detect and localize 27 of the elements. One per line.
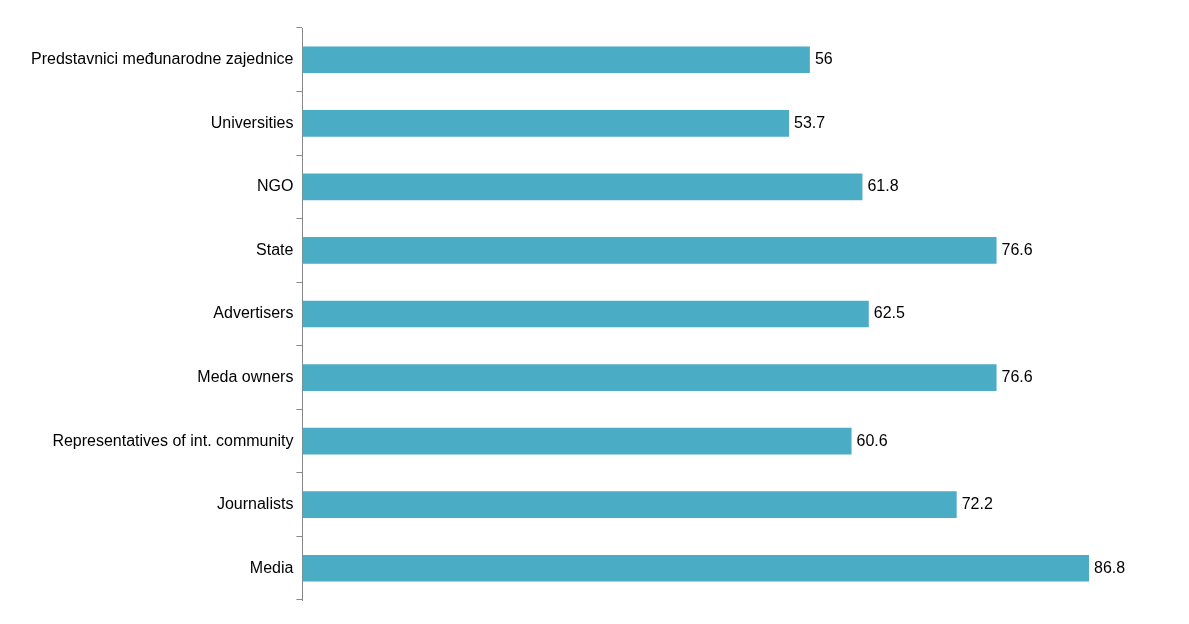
bar <box>302 554 1089 582</box>
bar <box>302 173 863 201</box>
y-tick-label: Predstavnici međunarodne zajednice <box>30 50 294 68</box>
y-tick-label: Representatives of int. community <box>52 431 294 449</box>
bar <box>302 109 790 137</box>
bar <box>302 427 852 455</box>
data-label: 60.6 <box>856 431 888 449</box>
bar <box>302 46 810 74</box>
data-label: 76.6 <box>1001 240 1033 258</box>
y-tick-label: NGO <box>256 177 294 195</box>
y-tick-label: Journalists <box>216 495 294 513</box>
y-tick-label: State <box>256 240 294 258</box>
data-label: 56 <box>814 50 833 68</box>
data-label: 72.2 <box>961 495 993 513</box>
data-label: 53.7 <box>794 113 826 131</box>
y-tick-label: Meda owners <box>197 367 294 385</box>
data-label: 76.6 <box>1001 367 1033 385</box>
bar <box>302 491 957 519</box>
data-label: 62.5 <box>873 304 906 322</box>
y-tick-label: Media <box>249 558 294 576</box>
y-tick-label: Universities <box>210 113 294 131</box>
bar <box>302 300 869 328</box>
y-tick-label: Advertisers <box>213 304 294 322</box>
bar <box>302 237 997 264</box>
data-label: 86.8 <box>1094 558 1126 576</box>
bar <box>302 364 997 391</box>
data-label: 61.8 <box>867 177 899 195</box>
